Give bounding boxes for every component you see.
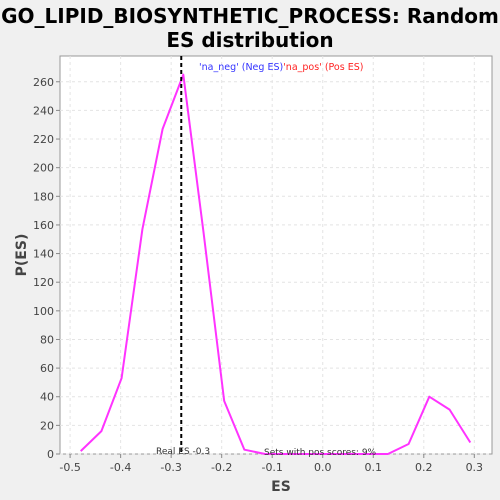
y-tick-label: 0	[47, 448, 54, 461]
x-tick-label: 0.0	[314, 461, 332, 474]
y-tick-label: 140	[33, 248, 54, 261]
y-tick-label: 180	[33, 190, 54, 203]
y-tick-label: 260	[33, 76, 54, 89]
y-tick-label: 120	[33, 276, 54, 289]
x-tick-label: -0.5	[59, 461, 80, 474]
y-tick-label: 80	[40, 333, 54, 346]
x-tick-label: -0.4	[110, 461, 131, 474]
y-tick-label: 160	[33, 219, 54, 232]
real-es-label: Real ES -0.3	[156, 447, 210, 457]
x-tick-label: -0.3	[160, 461, 181, 474]
chart-title-line1: GO_LIPID_BIOSYNTHETIC_PROCESS: Random	[1, 4, 499, 28]
y-tick-label: 60	[40, 362, 54, 375]
y-tick-label: 200	[33, 162, 54, 175]
y-tick-label: 220	[33, 133, 54, 146]
y-axis-label: P(ES)	[14, 234, 30, 277]
legend: 'na_neg' (Neg ES)'na_pos' (Pos ES)	[199, 62, 363, 73]
x-tick-label: 0.3	[466, 461, 484, 474]
series-layer	[80, 73, 472, 455]
y-tick-label: 20	[40, 419, 54, 432]
y-tick-label: 240	[33, 104, 54, 117]
chart-title-line2: ES distribution	[166, 28, 334, 52]
pos-scores-label: Sets with pos scores: 9%	[264, 448, 377, 458]
plot-area	[59, 55, 493, 455]
grid-layer	[60, 56, 492, 455]
x-tick-label: -0.2	[211, 461, 232, 474]
y-tick-label: 100	[33, 305, 54, 318]
x-tick-label: -0.1	[261, 461, 282, 474]
series-line	[80, 73, 472, 455]
x-axis-label: ES	[271, 479, 291, 495]
x-tick-label: 0.2	[415, 461, 433, 474]
legend-pos-entry: 'na_pos' (Pos ES)	[283, 62, 363, 73]
legend-neg-entry: 'na_neg' (Neg ES)	[199, 62, 283, 73]
y-tick-label: 40	[40, 391, 54, 404]
axis-layer: -0.5 -0.4 -0.3 -0.2 -0.1 0.0 0.1 0.2 0.3 0 20 40 60 8…	[33, 76, 483, 474]
x-tick-label: 0.1	[365, 461, 383, 474]
